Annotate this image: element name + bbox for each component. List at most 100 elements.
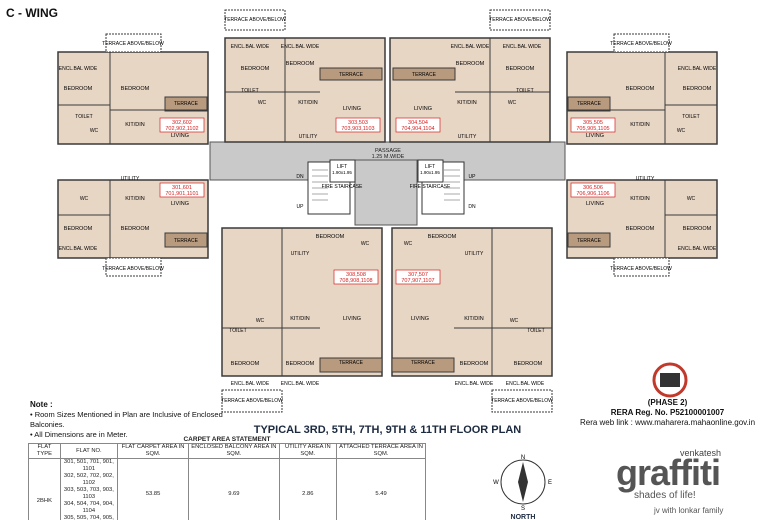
- svg-text:WC: WC: [510, 318, 519, 324]
- lift-left-label: LIFT: [337, 164, 347, 170]
- stair-right-dn: DN: [468, 204, 476, 210]
- svg-text:TERRACE ABOVE/BELOW: TERRACE ABOVE/BELOW: [221, 398, 283, 404]
- svg-text:BEDROOM: BEDROOM: [428, 234, 457, 240]
- svg-text:TERRACE: TERRACE: [577, 101, 602, 107]
- lift-left-size: 1.90x1.95: [332, 170, 352, 175]
- rera-block: (PHASE 2) RERA Reg. No. P52100001007 Rer…: [560, 398, 775, 428]
- notes-heading: Note :: [30, 400, 53, 409]
- col-header: ENCLOSED BALCONY AREA IN SQM.: [188, 443, 280, 459]
- maharera-seal: [652, 362, 688, 398]
- svg-text:ENCL.BAL WIDE: ENCL.BAL WIDE: [506, 381, 545, 387]
- stair-right-label: FIRE STAIRCASE: [410, 184, 451, 190]
- svg-text:TOILET: TOILET: [682, 114, 699, 120]
- col-header: FLAT NO.: [59, 443, 119, 459]
- brand-tagline: shades of life!: [634, 490, 696, 501]
- flat-label-301b: 701,901,1101: [165, 191, 198, 197]
- flat-number-labels: 302,602 702,902,1102 301,601 701,901,110…: [159, 117, 616, 285]
- col-header: FLAT CARPET AREA IN SQM.: [116, 443, 190, 459]
- flat-label-304b: 704,904,1104: [401, 126, 434, 132]
- svg-text:BEDROOM: BEDROOM: [121, 86, 150, 92]
- svg-text:BEDROOM: BEDROOM: [121, 226, 150, 232]
- passage-width: 1.25 M.WIDE: [372, 154, 405, 160]
- svg-text:BEDROOM: BEDROOM: [286, 61, 315, 67]
- flat-label-308b: 708,908,1108: [339, 278, 372, 284]
- svg-text:UTILITY: UTILITY: [465, 251, 484, 257]
- svg-text:TERRACE: TERRACE: [339, 360, 364, 366]
- svg-text:LIVING: LIVING: [343, 106, 361, 112]
- svg-text:ENCL.BAL WIDE: ENCL.BAL WIDE: [231, 44, 270, 50]
- svg-text:BEDROOM: BEDROOM: [683, 86, 712, 92]
- floor-plan-drawing: PASSAGE 1.25 M.WIDE LIFT 1.90x1.95 LIFT …: [57, 9, 718, 413]
- svg-text:BEDROOM: BEDROOM: [231, 361, 260, 367]
- col-header: UTILITY AREA IN SQM.: [278, 443, 338, 459]
- flat-label-305: 305,505: [583, 120, 603, 126]
- flat-label-303b: 703,903,1103: [341, 126, 374, 132]
- flat-label-306b: 706,906,1106: [576, 191, 609, 197]
- svg-text:TOILET: TOILET: [75, 114, 92, 120]
- svg-text:WC: WC: [80, 196, 89, 202]
- flat-label-302b: 702,902,1102: [165, 126, 198, 132]
- north-label: NORTH: [511, 514, 536, 520]
- core: LIFT 1.90x1.95 LIFT 1.90x1.95 FIRE STAIR…: [296, 159, 477, 215]
- compass-e: E: [548, 480, 552, 486]
- svg-text:ENCL.BAL WIDE: ENCL.BAL WIDE: [678, 246, 717, 252]
- svg-text:UTILITY: UTILITY: [291, 251, 310, 257]
- plan-caption: TYPICAL 3RD, 5TH, 7TH, 9TH & 11TH FLOOR …: [253, 424, 522, 436]
- svg-text:WC: WC: [361, 241, 370, 247]
- table-row: 2BHK 301, 501, 701, 901, 1101 302, 502, …: [28, 458, 426, 520]
- svg-text:LIVING: LIVING: [171, 133, 189, 139]
- flat-label-306: 306,506: [583, 185, 603, 191]
- svg-text:TOILET: TOILET: [241, 88, 258, 94]
- svg-text:TERRACE: TERRACE: [174, 101, 199, 107]
- svg-text:TERRACE: TERRACE: [577, 238, 602, 244]
- flat-bottom-left: BEDROOM WC UTILITY KIT/DIN LIVING TOILET…: [221, 227, 383, 413]
- svg-text:TOILET: TOILET: [516, 88, 533, 94]
- brand-prefix: venkatesh: [680, 448, 722, 458]
- svg-text:BEDROOM: BEDROOM: [64, 226, 93, 232]
- lift-right-label: LIFT: [425, 164, 435, 170]
- svg-text:BEDROOM: BEDROOM: [626, 86, 655, 92]
- stair-left-up: UP: [297, 204, 305, 210]
- flat-bottom-right: BEDROOM WC UTILITY KIT/DIN LIVING TOILET…: [391, 227, 553, 413]
- stair-right-up: UP: [469, 174, 477, 180]
- svg-text:BEDROOM: BEDROOM: [64, 86, 93, 92]
- stair-left-dn: DN: [296, 174, 304, 180]
- svg-text:TERRACE ABOVE/BELOW: TERRACE ABOVE/BELOW: [491, 398, 553, 404]
- flat-label-303: 303,503: [348, 120, 368, 126]
- compass-w: W: [493, 480, 499, 486]
- svg-text:KIT/DIN: KIT/DIN: [125, 196, 145, 202]
- corridor: PASSAGE 1.25 M.WIDE: [209, 141, 566, 226]
- svg-text:WC: WC: [256, 318, 265, 324]
- svg-text:WC: WC: [508, 100, 517, 106]
- svg-text:TERRACE ABOVE/BELOW: TERRACE ABOVE/BELOW: [489, 17, 551, 23]
- svg-text:BEDROOM: BEDROOM: [506, 66, 535, 72]
- svg-text:BEDROOM: BEDROOM: [460, 361, 489, 367]
- svg-text:LIVING: LIVING: [343, 316, 361, 322]
- passage-label: PASSAGE: [375, 148, 401, 154]
- svg-text:ENCL.BAL WIDE: ENCL.BAL WIDE: [455, 381, 494, 387]
- svg-text:KIT/DIN: KIT/DIN: [457, 100, 477, 106]
- compass-icon: N S E W NORTH: [493, 455, 552, 520]
- wing-title: C - WING: [6, 6, 58, 20]
- svg-text:TOILET: TOILET: [229, 328, 246, 334]
- svg-text:KIT/DIN: KIT/DIN: [630, 196, 650, 202]
- svg-text:BEDROOM: BEDROOM: [456, 61, 485, 67]
- flat-label-307b: 707,907,1107: [401, 278, 434, 284]
- svg-text:WC: WC: [90, 128, 99, 134]
- col-header: FLAT TYPE: [28, 443, 61, 459]
- svg-text:ENCL.BAL WIDE: ENCL.BAL WIDE: [59, 246, 98, 252]
- svg-text:WC: WC: [258, 100, 267, 106]
- svg-text:TERRACE ABOVE/BELOW: TERRACE ABOVE/BELOW: [102, 41, 164, 47]
- svg-text:LIVING: LIVING: [414, 106, 432, 112]
- compass-s: S: [521, 506, 525, 512]
- flat-label-307: 307,507: [408, 272, 428, 278]
- svg-text:BEDROOM: BEDROOM: [316, 234, 345, 240]
- col-header: ATTACHED TERRACE AREA IN SQM.: [336, 443, 426, 459]
- table-caption: CARPET AREA STATEMENT: [183, 436, 271, 443]
- rera-reg: RERA Reg. No. P52100001007: [610, 408, 725, 417]
- note-1: Room Sizes Mentioned in Plan are Inclusi…: [30, 410, 223, 429]
- notes: Note : • Room Sizes Mentioned in Plan ar…: [30, 400, 223, 439]
- lift-right-size: 1.90x1.95: [420, 170, 440, 175]
- compass-n: N: [521, 455, 525, 461]
- svg-text:TERRACE ABOVE/BELOW: TERRACE ABOVE/BELOW: [102, 266, 164, 272]
